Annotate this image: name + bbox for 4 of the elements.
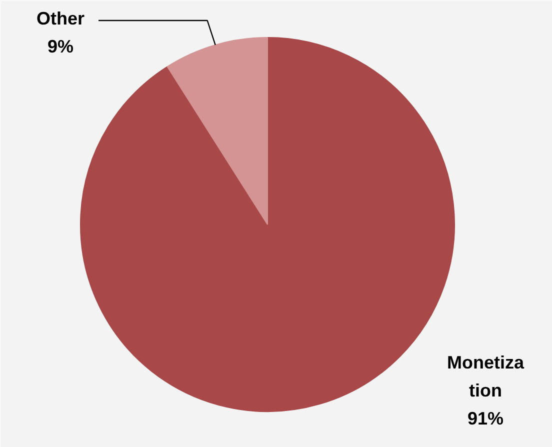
data-label: 9%: [47, 36, 74, 56]
slice-label: Monetization: [447, 352, 525, 400]
slice-label: Other: [36, 8, 85, 28]
data-label: 91%: [467, 408, 504, 428]
